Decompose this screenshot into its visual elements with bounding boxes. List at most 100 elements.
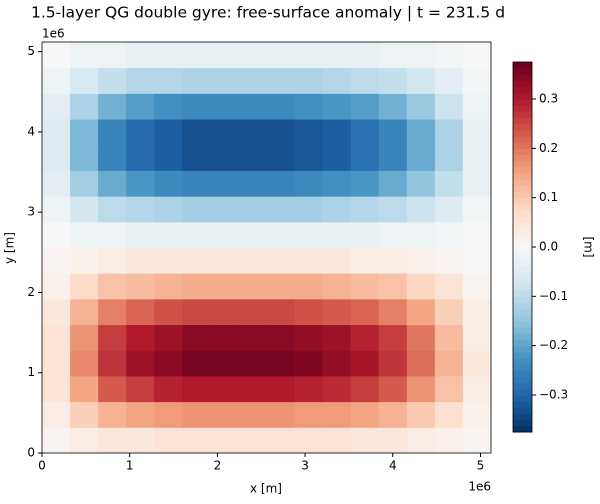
heatmap-cell [406, 427, 436, 454]
heatmap-cell [154, 247, 183, 274]
heatmap-cell [42, 273, 71, 300]
heatmap-cell [42, 42, 71, 69]
heatmap-cell [350, 298, 380, 326]
colorbar-swatch [513, 117, 532, 125]
x-tick-label: 3 [301, 459, 309, 473]
heatmap-cell [42, 170, 71, 197]
colorbar-tick-label: −0.2 [539, 338, 568, 352]
heatmap-cell [98, 119, 127, 146]
colorbar-swatch [513, 376, 532, 384]
colorbar-swatch [513, 191, 532, 199]
x-tick-label: 5 [477, 459, 485, 473]
heatmap-cell [42, 144, 71, 171]
heatmap-cell [126, 67, 155, 94]
heatmap-cell [378, 170, 408, 197]
heatmap-cell [322, 298, 352, 326]
heatmap-cell [350, 119, 380, 146]
colorbar-swatch [513, 240, 532, 248]
heatmap-cell [406, 170, 436, 197]
heatmap-cell [210, 67, 239, 94]
heatmap-cell [462, 144, 492, 171]
heatmap-cell [154, 221, 183, 248]
heatmap-cell [378, 144, 408, 171]
heatmap-cell [266, 67, 296, 94]
heatmap-cell [266, 324, 296, 351]
heatmap-cell [98, 401, 127, 428]
heatmap-cell [350, 170, 380, 197]
heatmap-cell [294, 221, 324, 248]
colorbar-swatch [513, 142, 532, 149]
heatmap-cell [98, 196, 127, 223]
colorbar-tick-label: 0.0 [539, 240, 558, 254]
x-offset-label: 1e6 [468, 480, 491, 494]
heatmap-cell [154, 119, 183, 146]
heatmap-cell [406, 196, 436, 223]
heatmap-cell [238, 93, 267, 120]
heatmap-cell [238, 170, 267, 197]
colorbar-swatch [513, 136, 532, 143]
heatmap-cell [378, 42, 408, 69]
heatmap-cell [210, 427, 239, 454]
heatmap-cell [42, 119, 71, 146]
heatmap-cell [154, 67, 183, 94]
y-tick-label: 2 [27, 285, 35, 299]
heatmap-cell [434, 350, 464, 377]
heatmap-cell [98, 247, 127, 274]
heatmap-cell [266, 298, 296, 326]
heatmap-cell [294, 375, 324, 403]
heatmap-cell [182, 375, 211, 403]
heatmap-cell [238, 42, 267, 69]
heatmap-cell [266, 170, 296, 197]
heatmap-cell [434, 427, 464, 454]
heatmap-cell [70, 401, 99, 428]
heatmap-cell [126, 42, 155, 69]
heatmap-cell [434, 401, 464, 428]
colorbar-swatch [513, 197, 532, 205]
heatmap-cell [406, 375, 436, 403]
colorbar-swatch [513, 425, 532, 433]
heatmap-cell [238, 350, 267, 377]
colorbar-swatch [513, 302, 532, 310]
x-tick-label: 2 [214, 459, 222, 473]
heatmap-cell [98, 170, 127, 197]
heatmap-cell [42, 247, 71, 274]
heatmap-cell [238, 401, 267, 428]
heatmap-cell [126, 298, 155, 326]
heatmap-cell [294, 170, 324, 197]
heatmap-cell [154, 298, 183, 326]
heatmap-cell [126, 221, 155, 248]
heatmap-cell [126, 324, 155, 351]
heatmap-cell [126, 401, 155, 428]
heatmap-cell [462, 247, 492, 274]
heatmap-cell [238, 324, 267, 351]
heatmap-cell [322, 119, 352, 146]
heatmap-cell [378, 93, 408, 120]
heatmap-cell [434, 144, 464, 171]
heatmap-cell [266, 42, 296, 69]
y-tick-label: 5 [27, 44, 35, 58]
heatmap-cell [182, 427, 211, 454]
heatmap-cell [434, 298, 464, 326]
colorbar-swatch [513, 154, 532, 162]
heatmap-cell [406, 119, 436, 146]
colorbar-tick-label: −0.3 [539, 388, 568, 402]
heatmap-cell [266, 350, 296, 377]
heatmap-cell [182, 93, 211, 120]
heatmap-cell [322, 196, 352, 223]
heatmap-cell [98, 273, 127, 300]
heatmap-cell [266, 119, 296, 146]
colorbar-swatch [513, 407, 532, 414]
heatmap-cell [238, 67, 267, 94]
colorbar-swatch [513, 395, 532, 402]
y-tick-label: 4 [27, 124, 35, 138]
heatmap-cell [98, 350, 127, 377]
heatmap-cell [210, 119, 239, 146]
heatmap-cell [42, 401, 71, 428]
heatmap-cell [350, 144, 380, 171]
heatmap-cell [98, 221, 127, 248]
heatmap-cell [42, 350, 71, 377]
heatmap-cell [126, 375, 155, 403]
heatmap-cell [322, 170, 352, 197]
heatmap-cell [70, 375, 99, 403]
heatmap-cell [350, 247, 380, 274]
